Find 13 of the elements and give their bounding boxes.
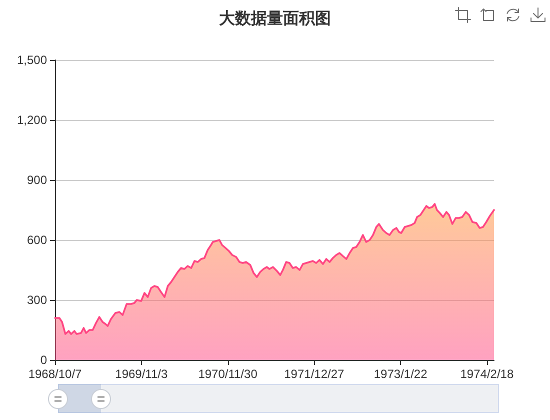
x-tick-label: 1969/11/3	[115, 367, 168, 381]
y-tick-label: 1,500	[16, 53, 48, 67]
y-tick-label: 0	[40, 353, 48, 367]
y-tick-label: 300	[26, 293, 48, 307]
x-tick-label: 1968/10/7	[28, 367, 82, 381]
chart-title: 大数据量面积图	[219, 10, 331, 28]
x-tick-label: 1971/12/27	[284, 367, 345, 381]
y-tick-label: 900	[26, 173, 48, 187]
x-tick-label: 1974/2/18	[460, 367, 514, 381]
y-tick-label: 1,200	[16, 113, 48, 127]
x-tick-label: 1970/11/30	[198, 367, 258, 381]
y-tick-label: 600	[26, 233, 48, 247]
x-tick-label: 1973/1/22	[374, 367, 428, 381]
